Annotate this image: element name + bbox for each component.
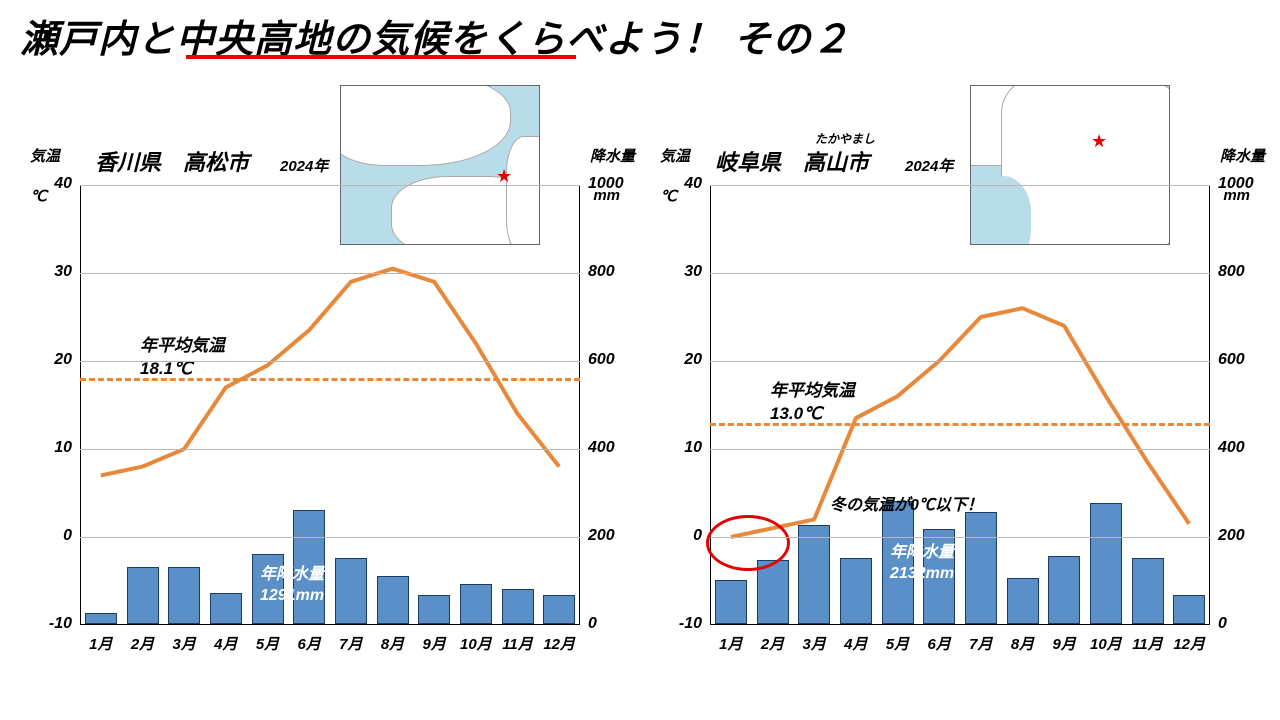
temp-line	[80, 185, 580, 625]
xtick-month: 7月	[961, 633, 1001, 654]
ytick-precip: 0	[1218, 615, 1268, 633]
ytick-precip: 1000	[588, 175, 638, 193]
title-underline	[186, 55, 576, 59]
precip-anno: 年降水量 2132mm	[890, 543, 954, 585]
ytick-precip: 200	[588, 527, 638, 545]
precip-axis-label: 降水量	[590, 145, 635, 166]
plot-area-left: 年平均気温 18.1℃ 年降水量 1291mm -100102030400200…	[80, 185, 580, 625]
xtick-month: 2月	[753, 633, 793, 654]
xtick-month: 5月	[248, 633, 288, 654]
ytick-temp: -10	[662, 615, 702, 633]
ytick-precip: 600	[588, 351, 638, 369]
ytick-temp: 20	[662, 351, 702, 369]
xtick-month: 3月	[164, 633, 204, 654]
xtick-month: 1月	[711, 633, 751, 654]
xtick-month: 4月	[206, 633, 246, 654]
city-name: 香川県 高松市	[95, 145, 249, 177]
ytick-precip: 800	[1218, 263, 1268, 281]
chart-takayama: 気温 ℃ 降水量 mm たかやまし 岐阜県 高山市 2024年 ★ 年平均気温 …	[660, 90, 1260, 690]
precip-anno: 年降水量 1291mm	[260, 565, 324, 607]
ytick-temp: 20	[32, 351, 72, 369]
ytick-temp: 30	[32, 263, 72, 281]
xtick-month: 12月	[539, 633, 579, 654]
ytick-temp: 30	[662, 263, 702, 281]
xtick-month: 3月	[794, 633, 834, 654]
xtick-month: 7月	[331, 633, 371, 654]
xtick-month: 10月	[456, 633, 496, 654]
ytick-temp: 10	[662, 439, 702, 457]
star-icon: ★	[496, 166, 512, 187]
ytick-temp: 40	[662, 175, 702, 193]
xtick-month: 5月	[878, 633, 918, 654]
circle-highlight	[706, 515, 790, 571]
year-label: 2024年	[905, 155, 953, 176]
xtick-month: 2月	[123, 633, 163, 654]
xtick-month: 10月	[1086, 633, 1126, 654]
xtick-month: 11月	[498, 633, 538, 654]
ytick-precip: 400	[1218, 439, 1268, 457]
year-label: 2024年	[280, 155, 328, 176]
temp-axis-label: 気温	[30, 145, 60, 166]
ytick-precip: 1000	[1218, 175, 1268, 193]
xtick-month: 8月	[1003, 633, 1043, 654]
ytick-temp: 40	[32, 175, 72, 193]
star-icon: ★	[1091, 131, 1107, 152]
ytick-precip: 600	[1218, 351, 1268, 369]
ytick-temp: 0	[32, 527, 72, 545]
city-name: 岐阜県 高山市	[715, 145, 869, 177]
plot-area-right: 年平均気温 13.0℃ 年降水量 2132mm 冬の気温が0℃以下！ -1001…	[710, 185, 1210, 625]
xtick-month: 9月	[1044, 633, 1084, 654]
precip-axis-label: 降水量	[1220, 145, 1265, 166]
chart-takamatsu: 気温 ℃ 降水量 mm 香川県 高松市 2024年 ★ 年平均気温 18.1℃ …	[30, 90, 630, 690]
ytick-temp: 10	[32, 439, 72, 457]
ytick-precip: 400	[588, 439, 638, 457]
xtick-month: 1月	[81, 633, 121, 654]
xtick-month: 12月	[1169, 633, 1209, 654]
ytick-temp: 0	[662, 527, 702, 545]
ytick-precip: 200	[1218, 527, 1268, 545]
xtick-month: 6月	[919, 633, 959, 654]
ytick-precip: 800	[588, 263, 638, 281]
xtick-month: 8月	[373, 633, 413, 654]
xtick-month: 9月	[414, 633, 454, 654]
xtick-month: 11月	[1128, 633, 1168, 654]
ytick-temp: -10	[32, 615, 72, 633]
avg-temp-anno: 年平均気温 18.1℃	[140, 335, 225, 381]
xtick-month: 4月	[836, 633, 876, 654]
xtick-month: 6月	[289, 633, 329, 654]
temp-axis-label: 気温	[660, 145, 690, 166]
below-zero-anno: 冬の気温が0℃以下！	[830, 491, 983, 515]
avg-temp-anno: 年平均気温 13.0℃	[770, 380, 855, 426]
ytick-precip: 0	[588, 615, 638, 633]
